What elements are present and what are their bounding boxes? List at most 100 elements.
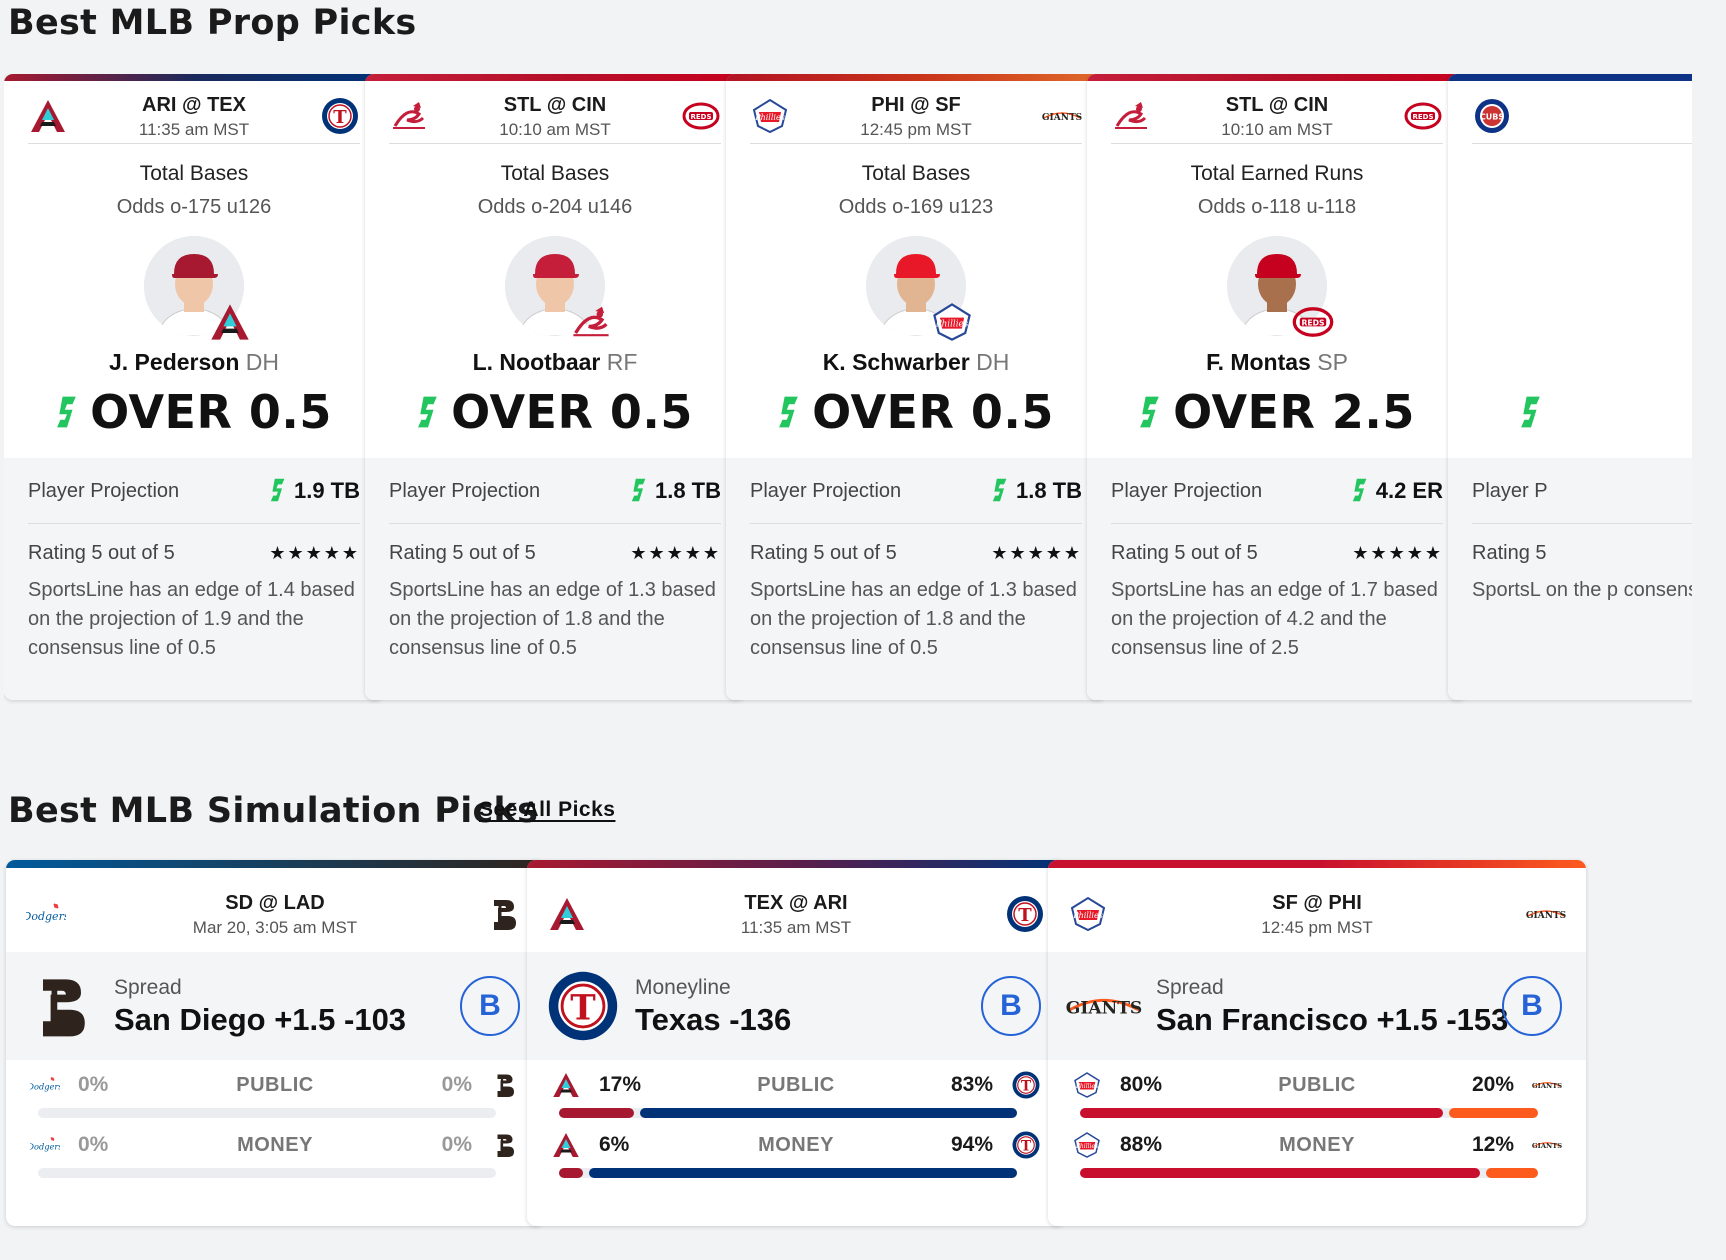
simulation-pick[interactable]: Moneyline Texas -136 B — [527, 952, 1065, 1060]
public-betting-row: 17% 83% PUBLIC — [551, 1066, 1041, 1122]
prop-pick-value: OVER 0.5 — [812, 385, 1054, 439]
rating-row: Rating 5 out of 5 ★★★★★ — [1111, 538, 1443, 568]
player-headshot — [1227, 236, 1327, 336]
game-time: 12:45 pm MST — [1261, 918, 1373, 937]
prop-card[interactable]: PHI @ SF 12:45 pm MST Total Bases Odds o-16… — [726, 74, 1106, 700]
matchup-title: STL @ CIN — [503, 94, 607, 116]
game-time: Mar 20, 3:05 am MST — [192, 918, 358, 937]
pick-team-logo-icon — [1066, 968, 1142, 1044]
projection-label: Player Projection — [389, 480, 541, 502]
rating-row: Rating 5 out of 5 ★★★★★ — [389, 538, 721, 568]
projection-label: Player Projection — [28, 480, 180, 502]
game-time: 11:35 am MST — [740, 918, 852, 937]
projection-value: 1.9 TB — [270, 458, 360, 524]
matchup-header: PHI @ SF 12:45 pm MST — [750, 88, 1082, 144]
pick-grade-badge: B — [981, 976, 1041, 1036]
prop-pick: OVER 0.5 — [726, 382, 1106, 442]
player-name: F. Montas — [1206, 349, 1311, 375]
rating-label: Rating 5 out of 5 — [28, 542, 175, 564]
money-label: MONEY — [1279, 1134, 1355, 1156]
prop-market: Total Bases — [861, 162, 971, 185]
prop-description: SportsLine has an edge of 1.7 based on t… — [1111, 579, 1438, 659]
pick-grade-badge: B — [460, 976, 520, 1036]
pick-value: San Francisco +1.5 -153 — [1156, 1002, 1509, 1037]
prop-description: SportsL on the p consens — [1472, 579, 1692, 601]
money-away-percent: 6% — [599, 1133, 630, 1156]
card-color-stripe — [365, 74, 745, 81]
sportsline-icon — [1352, 478, 1368, 502]
cubs-logo-icon — [1472, 96, 1512, 136]
money-split-bar — [38, 1168, 496, 1178]
game-time: 10:10 am MST — [1221, 120, 1333, 139]
prop-description: SportsLine has an edge of 1.4 based on t… — [28, 579, 355, 659]
player-team-badge-icon — [1291, 300, 1335, 344]
money-home-percent: 12% — [1471, 1133, 1514, 1156]
prop-pick-value: OVER 0.5 — [90, 385, 332, 439]
pick-value: Texas -136 — [635, 1002, 792, 1037]
simulation-section-title: Best MLB Simulation Picks — [8, 791, 539, 831]
card-color-stripe — [1448, 74, 1692, 81]
prop-market: Total Earned Runs — [1190, 162, 1364, 185]
prop-details: Player Projection 4.2 ER Rating 5 out of 5… — [1087, 458, 1467, 700]
projection-label: Player P — [1472, 480, 1548, 502]
prop-card[interactable]: Player P Rating 5 SportsL on the p consens — [1448, 74, 1692, 700]
public-label: PUBLIC — [236, 1074, 314, 1096]
public-home-fill — [639, 1108, 1017, 1118]
prop-market: Total Bases — [500, 162, 610, 185]
prop-pick-value: OVER 0.5 — [451, 385, 693, 439]
simulation-card[interactable]: SD @ LAD Mar 20, 3:05 am MST Spread San Die… — [6, 860, 544, 1226]
projection-value-text: 1.8 TB — [1015, 478, 1082, 503]
pick-grade-badge: B — [1502, 976, 1562, 1036]
public-label: PUBLIC — [1278, 1074, 1356, 1096]
rating-label: Rating 5 out of 5 — [1111, 542, 1258, 564]
simulation-card[interactable]: SF @ PHI 12:45 pm MST Spread San Francisco … — [1048, 860, 1586, 1226]
prop-market: Total Bases — [139, 162, 249, 185]
player-team-badge-icon — [208, 300, 252, 344]
money-home-percent: 94% — [950, 1133, 993, 1156]
rating-stars: ★★★★★ — [269, 543, 360, 563]
game-time: 12:45 pm MST — [860, 120, 972, 139]
money-betting-row: 88% 12% MONEY — [1072, 1126, 1562, 1182]
simulation-pick[interactable]: Spread San Francisco +1.5 -153 B — [1048, 952, 1586, 1060]
see-all-picks-link[interactable]: See All Picks — [479, 798, 616, 821]
player-name: K. Schwarber — [822, 349, 970, 375]
money-label: MONEY — [237, 1134, 313, 1156]
projection-value: 4.2 ER — [1352, 458, 1443, 524]
pick-team-logo-icon — [545, 968, 621, 1044]
rating-row: Rating 5 out of 5 ★★★★★ — [750, 538, 1082, 568]
prop-pick-value: OVER 2.5 — [1173, 385, 1415, 439]
projection-value-text: 4.2 ER — [1375, 478, 1443, 503]
matchup-title: STL @ CIN — [1225, 94, 1329, 116]
card-color-stripe — [4, 74, 384, 81]
prop-card[interactable]: ARI @ TEX 11:35 am MST Total Bases Odds o-1… — [4, 74, 384, 700]
public-split-bar — [38, 1108, 496, 1118]
pick-type: Moneyline — [635, 976, 731, 999]
sportsline-icon — [1139, 395, 1161, 429]
matchup-title: SD @ LAD — [225, 892, 325, 914]
public-label: PUBLIC — [757, 1074, 835, 1096]
simulation-card[interactable]: TEX @ ARI 11:35 am MST Moneyline Texas -136… — [527, 860, 1065, 1226]
prop-details: Player Projection 1.8 TB Rating 5 out of 5… — [726, 458, 1106, 700]
sportsline-icon — [270, 478, 286, 502]
prop-picks-carousel[interactable]: ARI @ TEX 11:35 am MST Total Bases Odds o-1… — [4, 74, 1692, 704]
projection-label: Player Projection — [750, 480, 902, 502]
game-time: 11:35 am MST — [138, 120, 250, 139]
prop-details: Player Projection 1.8 TB Rating 5 out of 5… — [365, 458, 745, 700]
public-home-percent: 0% — [441, 1073, 472, 1096]
prop-odds: Odds o-204 u146 — [477, 196, 633, 218]
money-label: MONEY — [758, 1134, 834, 1156]
simulation-pick[interactable]: Spread San Diego +1.5 -103 B — [6, 952, 544, 1060]
rating-row: Rating 5 — [1472, 538, 1692, 568]
projection-value: 1.8 TB — [631, 458, 721, 524]
matchup-header: SF @ PHI 12:45 pm MST — [1048, 868, 1586, 952]
player-name-line: F. Montas SP — [1087, 348, 1467, 376]
projection-value-text: 1.9 TB — [293, 478, 360, 503]
prop-odds: Odds o-175 u126 — [116, 196, 272, 218]
player-name-line: J. Pederson DH — [4, 348, 384, 376]
sportsline-icon — [778, 395, 800, 429]
prop-pick — [1520, 382, 1692, 442]
prop-card[interactable]: STL @ CIN 10:10 am MST Total Earned Runs Od… — [1087, 74, 1467, 700]
prop-card[interactable]: STL @ CIN 10:10 am MST Total Bases Odds o-2… — [365, 74, 745, 700]
player-headshot — [144, 236, 244, 336]
player-name-line: K. Schwarber DH — [726, 348, 1106, 376]
